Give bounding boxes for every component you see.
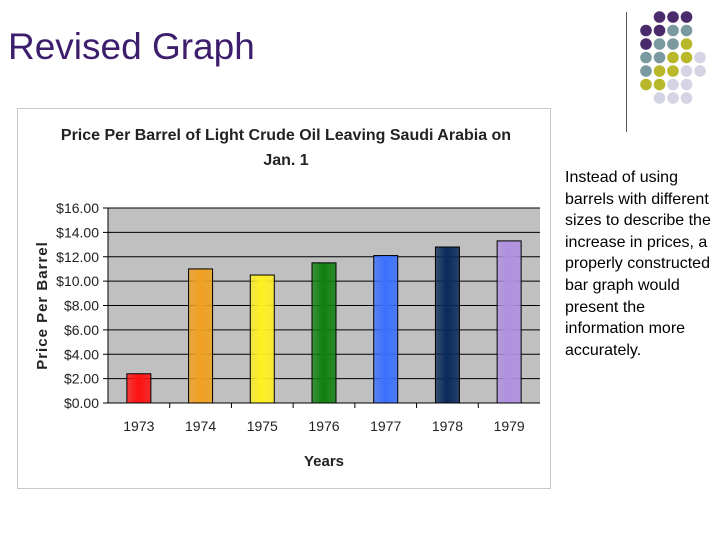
decor-dot <box>640 78 652 91</box>
bar-1973 <box>126 373 152 404</box>
vertical-divider-line <box>626 12 627 132</box>
x-tick-label-1979: 1979 <box>494 418 525 434</box>
y-tick-label: $10.00 <box>56 273 99 289</box>
y-tick-label: $8.00 <box>64 298 99 314</box>
decor-dot <box>653 38 666 50</box>
decorative-dot-grid <box>640 11 706 104</box>
decor-dot <box>667 38 679 50</box>
decor-dot <box>667 78 679 91</box>
x-tick-label-1973: 1973 <box>123 418 154 434</box>
tick-labels: $0.00 $2.00 $4.00 $6.00 $8.00 $10.00 $12.00 $14… <box>56 200 525 434</box>
slide-title: Revised Graph <box>8 26 255 67</box>
bar-1976 <box>311 262 337 404</box>
decor-dot <box>680 78 693 91</box>
bar-1974 <box>188 268 214 404</box>
decor-dot <box>640 38 652 50</box>
decor-dot <box>653 51 666 64</box>
bar-1977 <box>373 255 399 404</box>
axes <box>107 208 540 408</box>
decor-dot <box>680 24 693 37</box>
decor-dot <box>653 65 666 77</box>
chart-frame: $0.00 $2.00 $4.00 $6.00 $8.00 $10.00 $12.00 $14… <box>17 108 551 489</box>
y-tick-label: $14.00 <box>56 224 99 240</box>
y-tick-label: $16.00 <box>56 200 99 216</box>
decor-dot <box>680 51 693 64</box>
x-tick-label-1975: 1975 <box>247 418 278 434</box>
decor-dot <box>667 11 679 23</box>
decor-dot <box>640 24 652 37</box>
decor-dot <box>694 65 706 77</box>
y-tick-label: $4.00 <box>64 346 99 362</box>
decor-dot <box>653 11 666 23</box>
y-axis-label: Price Per Barrel <box>34 241 51 370</box>
bar-1978 <box>434 246 460 404</box>
decor-dot <box>653 92 666 104</box>
decor-dot <box>667 24 679 37</box>
chart-title-line-1: Price Per Barrel of Light Crude Oil Leav… <box>61 127 511 144</box>
chart-text: Price Per Barrel of Light Crude Oil Leav… <box>34 127 511 470</box>
y-tick-label: $0.00 <box>64 395 99 411</box>
decor-dot <box>640 51 652 64</box>
side-note-text: Instead of using barrels with different … <box>565 169 711 359</box>
decor-dot <box>680 92 693 104</box>
decor-dot <box>680 38 693 50</box>
decor-dot <box>694 51 706 64</box>
y-tick-label: $2.00 <box>64 371 99 387</box>
decor-dot <box>640 65 652 77</box>
decor-dot <box>667 65 679 77</box>
y-tick-label: $12.00 <box>56 249 99 265</box>
decor-dot <box>680 65 693 77</box>
y-tick-label: $6.00 <box>64 322 99 338</box>
decor-dot <box>653 78 666 91</box>
decor-dot <box>667 92 679 104</box>
bars <box>126 240 522 404</box>
x-axis-label: Years <box>304 453 344 470</box>
bar-1975 <box>249 274 275 404</box>
decor-dot <box>653 24 666 37</box>
x-tick-label-1977: 1977 <box>370 418 401 434</box>
x-tick-label-1978: 1978 <box>432 418 463 434</box>
x-tick-label-1976: 1976 <box>308 418 339 434</box>
bar-1979 <box>496 240 522 404</box>
chart-title-line-2: Jan. 1 <box>263 152 308 169</box>
decor-dot <box>680 11 693 23</box>
bar-chart: $0.00 $2.00 $4.00 $6.00 $8.00 $10.00 $12.00 $14… <box>34 127 540 470</box>
decor-dot <box>667 51 679 64</box>
x-tick-label-1974: 1974 <box>185 418 216 434</box>
